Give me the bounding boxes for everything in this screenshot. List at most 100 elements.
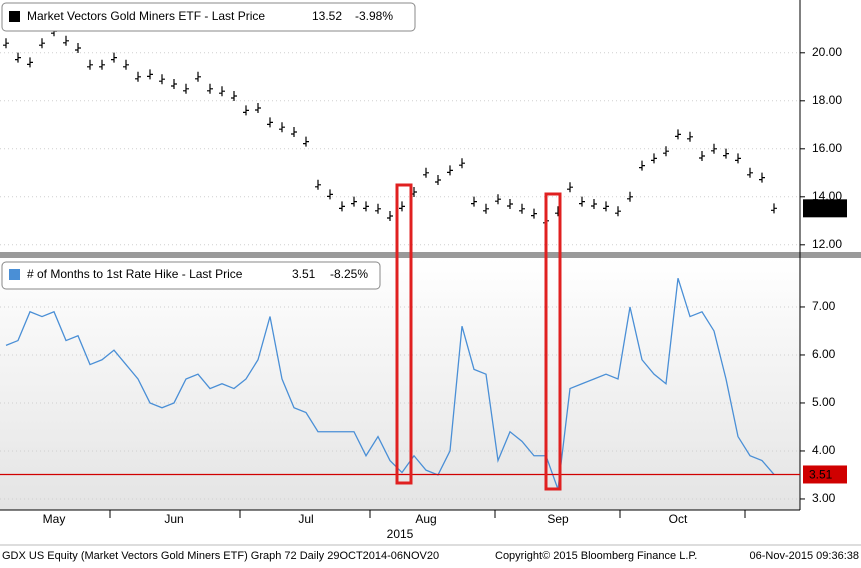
price-bar [15,52,21,63]
legend-swatch [9,11,20,22]
highlight-box [395,183,413,485]
x-tick-label: Aug [415,512,436,526]
y-tick-label: 7.00 [812,299,836,313]
price-bar [159,74,165,85]
last-price-tag [803,465,847,484]
price-bar [183,83,189,94]
last-price-tag-label: 3.51 [809,468,833,482]
price-bar [3,38,9,49]
price-bar [87,59,93,70]
legend-change: -3.98% [355,9,393,23]
y-tick-label: 5.00 [812,395,836,409]
price-bar [75,43,81,53]
price-bar [615,206,621,217]
price-bar [243,105,249,116]
legend-label: Market Vectors Gold Miners ETF - Last Pr… [27,9,265,23]
x-tick-label: Oct [669,512,688,526]
price-bar [63,35,69,46]
price-bar [687,131,693,142]
price-bar [339,201,345,212]
last-price-tag-label: 13.52 [809,201,839,215]
price-bar [567,182,573,193]
price-bar [471,196,477,207]
price-bar [579,196,585,207]
legend-last: 3.51 [292,267,316,281]
x-tick-label: Jun [164,512,183,526]
price-bar [99,59,105,70]
legend-label: # of Months to 1st Rate Hike - Last Pric… [27,267,243,281]
price-bar [591,199,597,209]
footer-left: GDX US Equity (Market Vectors Gold Miner… [2,550,439,562]
price-bar [267,117,273,128]
price-bar [27,57,33,68]
y-tick-label: 4.00 [812,443,836,457]
price-bar [447,165,453,176]
price-bar [771,203,777,214]
price-bar [483,203,489,214]
legend-last: 13.52 [312,9,342,23]
price-bar [459,158,465,169]
year-label: 2015 [387,527,414,541]
price-bar [375,203,381,214]
price-bar [675,129,681,140]
y-tick-label: 18.00 [812,93,842,107]
price-bar [231,91,237,101]
legend-swatch [9,269,20,280]
x-tick-label: May [43,512,66,526]
footer-right: 06-Nov-2015 09:36:38 [750,550,859,562]
price-bar [315,179,321,190]
price-bar [747,167,753,178]
price-bar [255,103,261,113]
top-panel [0,0,800,252]
price-bar [423,167,429,178]
price-bar [111,52,117,63]
price-bar [639,160,645,171]
series-line [5,277,775,490]
x-tick-label: Jul [298,512,313,526]
bottom-panel [0,258,800,510]
price-bar [435,175,441,185]
legend [1,2,416,32]
price-bar [699,151,705,161]
legend-change: -8.25% [330,267,368,281]
price-bar [39,38,45,49]
y-tick-label: 3.00 [812,491,836,505]
price-bar [651,153,657,164]
price-bar [627,191,633,202]
price-bar [735,153,741,164]
price-bar [327,189,333,200]
price-bar [759,172,765,183]
price-bar [171,79,177,89]
price-bar [387,211,393,221]
price-bar [219,86,225,97]
panel-separator [0,252,861,258]
price-bar [351,196,357,207]
price-bar [303,136,309,147]
price-bar [495,194,501,205]
price-bar [603,201,609,212]
price-bar [663,146,669,157]
price-bar [711,143,717,154]
month-dividers [109,510,746,518]
price-bar [291,127,297,137]
highlight-box [544,192,562,491]
price-bar [195,71,201,82]
y-tick-label: 12.00 [812,237,842,251]
last-price-tag [803,199,847,218]
price-bar [279,122,285,133]
price-bar [519,203,525,214]
x-tick-label: Sep [547,512,569,526]
price-bar [723,148,729,159]
price-bar [399,201,405,212]
marks: 12.0014.0016.0018.0020.0013.523.004.005.… [0,26,847,526]
price-bar [507,199,513,209]
price-bar [207,83,213,94]
price-bar [363,201,369,212]
y-tick-label: 16.00 [812,141,842,155]
y-tick-label: 20.00 [812,45,842,59]
price-bar [531,208,537,219]
price-bar [147,69,153,80]
footer-center: Copyright© 2015 Bloomberg Finance L.P. [495,550,697,562]
legend [1,261,381,290]
